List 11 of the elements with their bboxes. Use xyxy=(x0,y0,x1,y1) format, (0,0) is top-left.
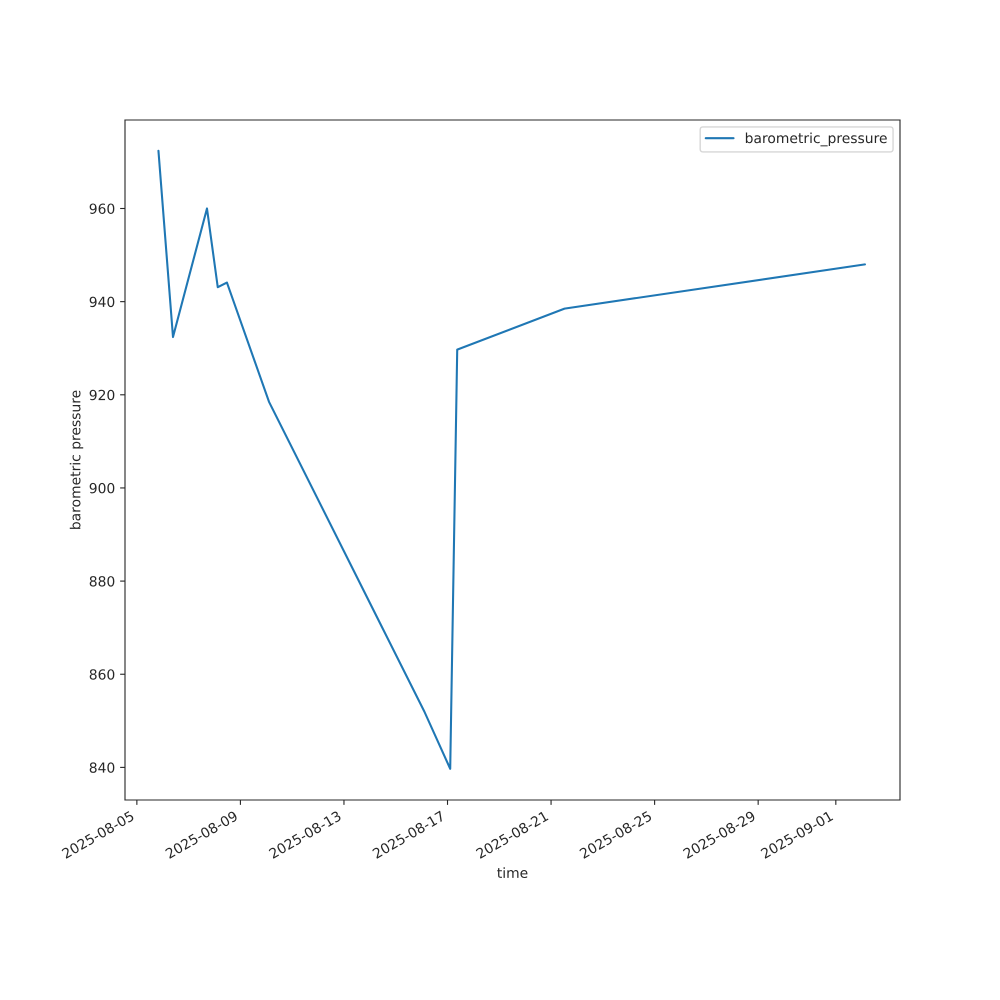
y-tick-label: 900 xyxy=(90,482,114,494)
y-tick-label: 880 xyxy=(90,576,114,587)
y-tick-label: 840 xyxy=(90,762,114,773)
y-tick-label: 940 xyxy=(90,296,114,308)
legend-label: barometric_pressure xyxy=(746,132,887,146)
y-tick-label: 960 xyxy=(90,203,114,214)
y-tick-label: 860 xyxy=(90,669,114,680)
y-axis-title: barometric pressure xyxy=(70,390,84,529)
y-tick-label: 920 xyxy=(90,390,114,400)
x-axis-title: time xyxy=(497,867,528,878)
line-series xyxy=(157,150,866,770)
